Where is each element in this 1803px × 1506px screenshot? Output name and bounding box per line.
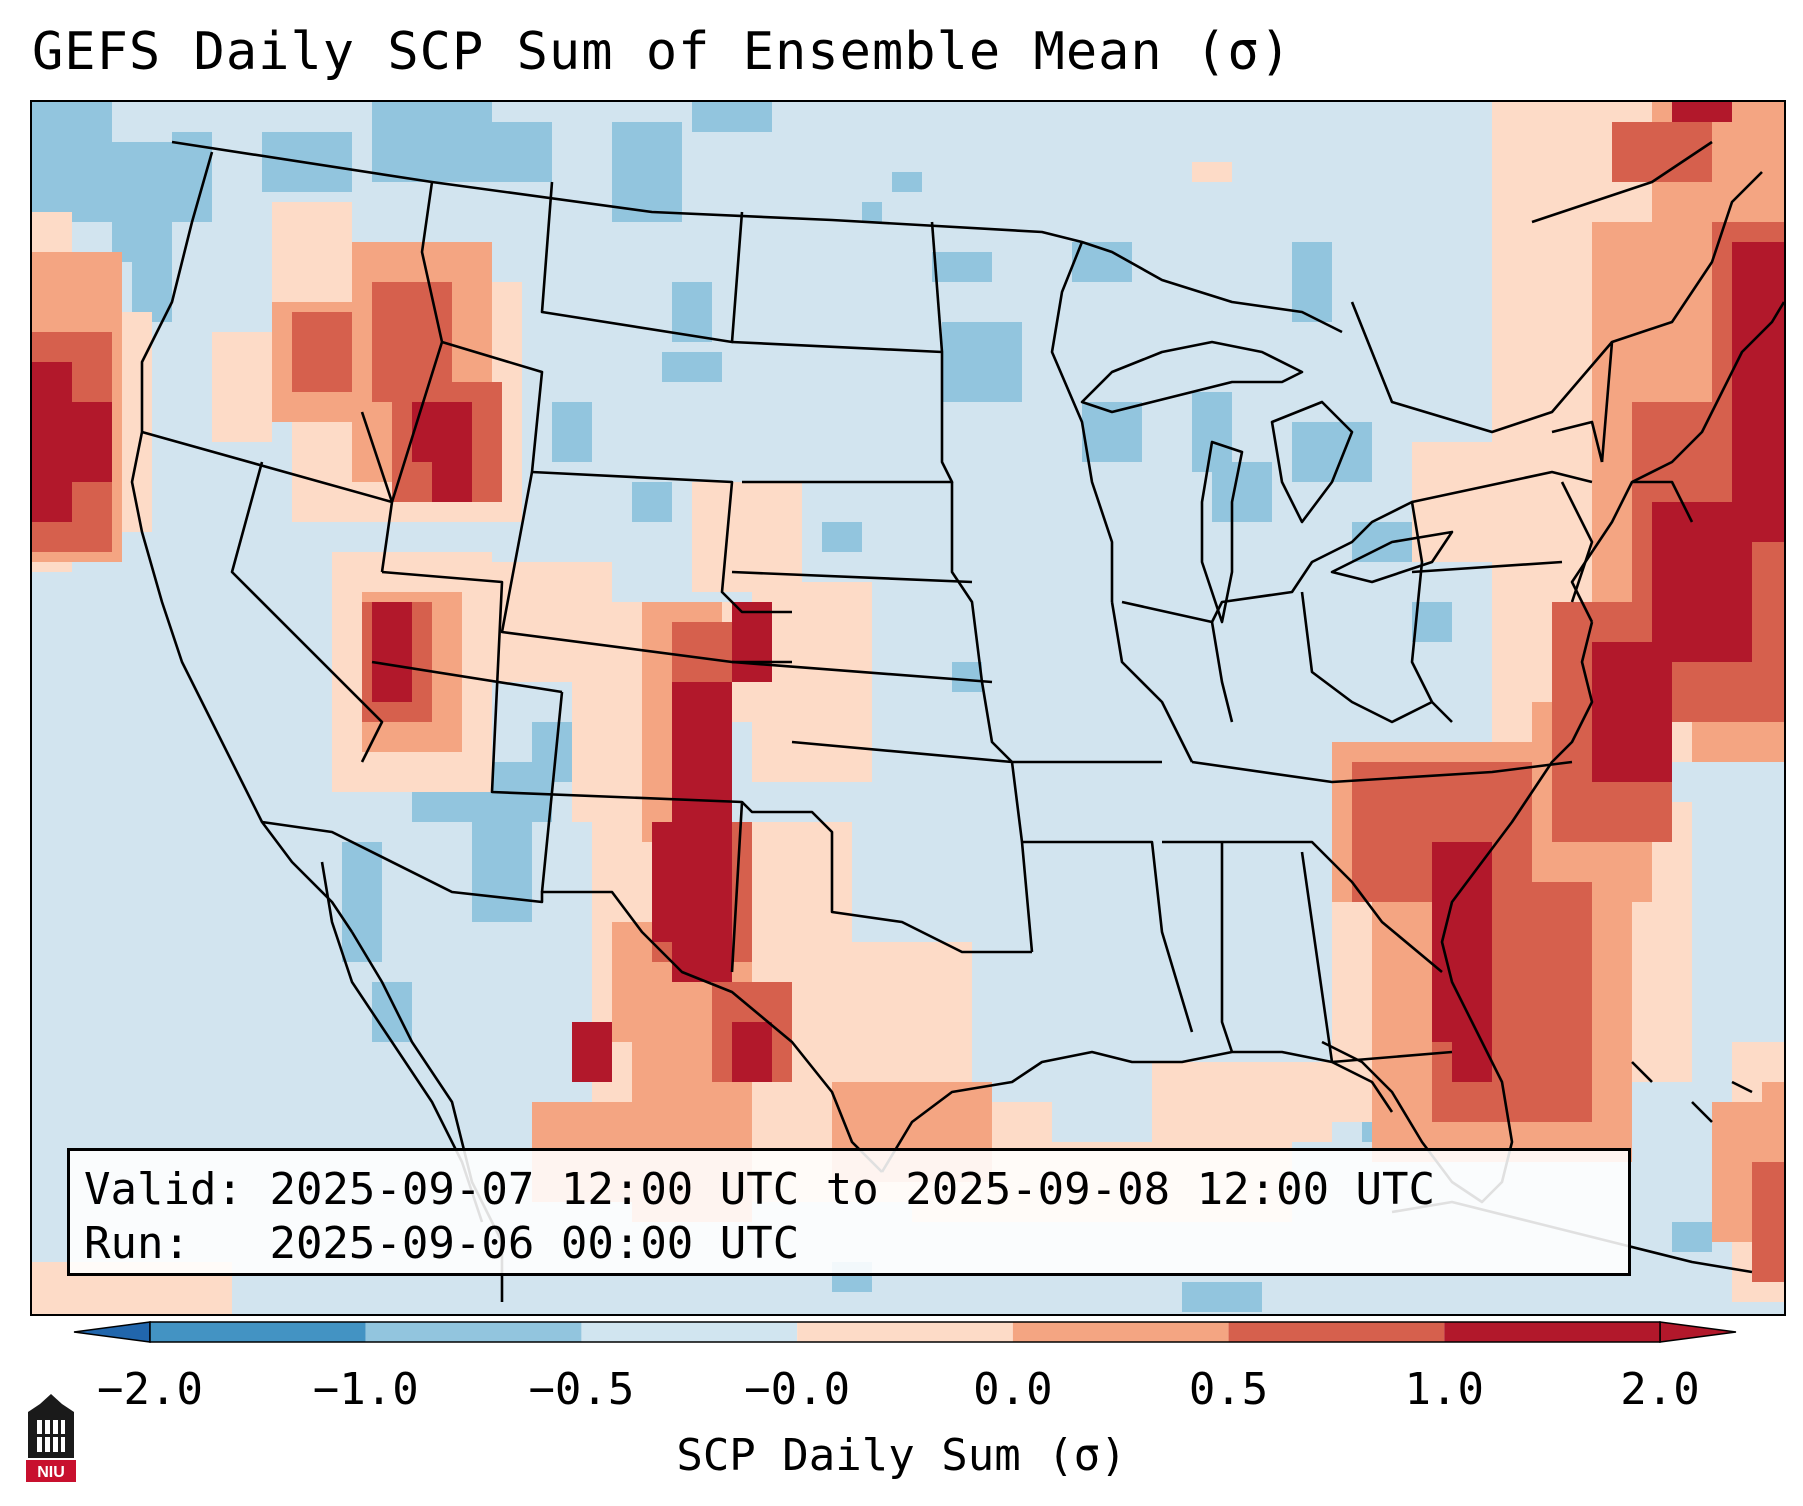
very-strong-positive-patches <box>32 102 1784 1082</box>
colorbar <box>73 1321 1737 1343</box>
colorbar-frame <box>149 1321 1661 1343</box>
colorbar-extend-low <box>73 1321 151 1343</box>
colorbar-tick-label: 2.0 <box>1620 1364 1700 1415</box>
state-boundaries <box>130 140 1784 1302</box>
colorbar-tick-label: 0.0 <box>973 1364 1053 1415</box>
colorbar-segment <box>581 1322 798 1342</box>
map-frame <box>30 100 1786 1316</box>
scp-map <box>32 102 1784 1314</box>
colorbar-segment <box>150 1322 366 1342</box>
logo-banner <box>26 1460 76 1482</box>
colorbar-tick-label: −0.0 <box>744 1364 851 1415</box>
run-label: Run: <box>84 1218 190 1269</box>
colorbar-segment <box>1012 1322 1229 1342</box>
colorbar-segment <box>797 1322 1013 1342</box>
colorbar-segment <box>365 1322 582 1342</box>
colorbar-tick-label: −2.0 <box>97 1364 203 1415</box>
colorbar-label: SCP Daily Sum (σ) <box>676 1430 1127 1481</box>
colorbar-segment <box>1228 1322 1445 1342</box>
run-time: 2025-09-06 00:00 UTC <box>269 1218 800 1269</box>
chart-title: GEFS Daily SCP Sum of Ensemble Mean (σ) <box>32 22 1292 82</box>
logo-text: NIU <box>37 1464 65 1481</box>
colorbar-tick-label: −1.0 <box>312 1364 419 1415</box>
colorbar-tick-label: 0.5 <box>1188 1364 1269 1415</box>
colorbar-tick-label: −0.5 <box>528 1364 635 1415</box>
valid-label: Valid: <box>84 1164 243 1215</box>
colorbar-extend-high <box>1659 1321 1737 1343</box>
logo-window-bar <box>37 1434 65 1437</box>
negative-anomaly-patches <box>32 102 1712 1312</box>
colorbar-segment <box>1444 1322 1660 1342</box>
valid-range: 2025-09-07 12:00 UTC to 2025-09-08 12:00… <box>269 1164 1436 1215</box>
valid-time-box: Valid: 2025-09-07 12:00 UTC to 2025-09-0… <box>67 1148 1631 1276</box>
colorbar-tick-label: 1.0 <box>1404 1364 1485 1415</box>
niu-logo: NIU <box>26 1394 76 1482</box>
anomaly-layer <box>32 102 1784 1314</box>
